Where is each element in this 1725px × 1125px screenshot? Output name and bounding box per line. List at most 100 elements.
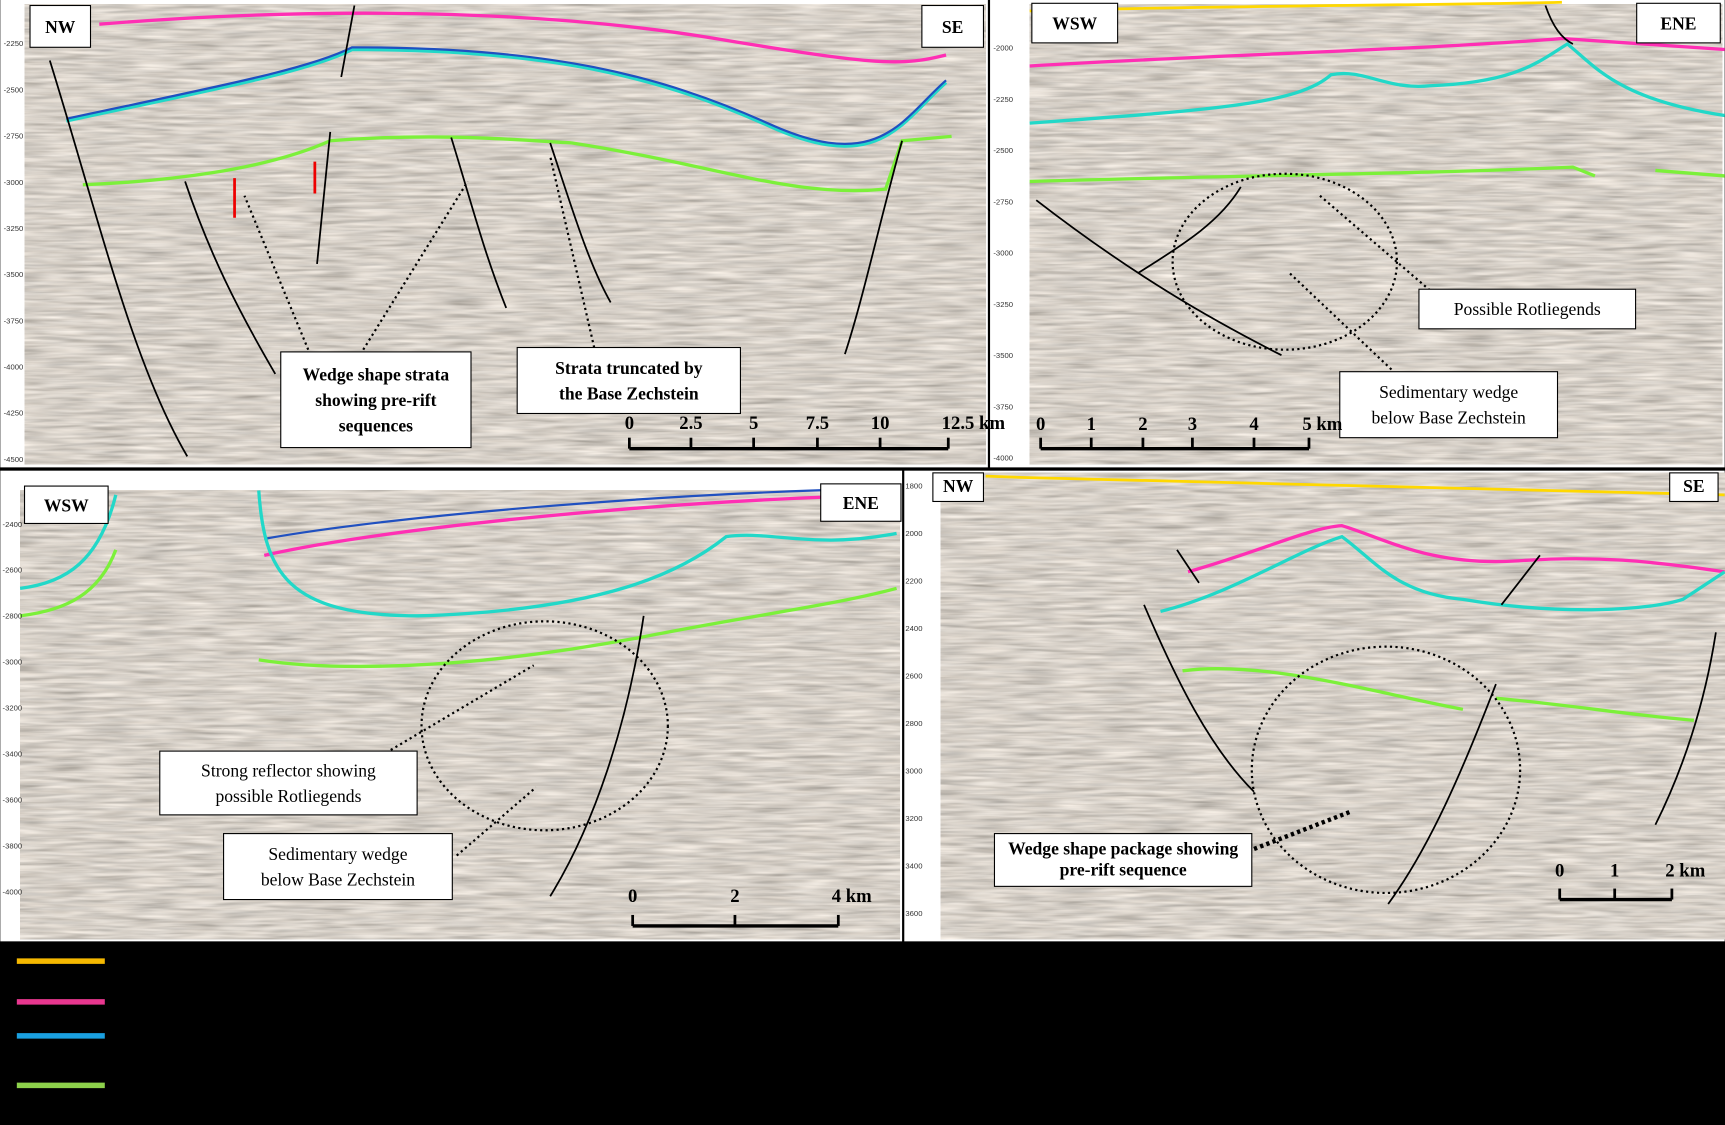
depth-tick-label: -4000 — [3, 888, 23, 897]
pointer — [243, 155, 596, 351]
annotation-text: Possible Rotliegends — [1454, 299, 1601, 319]
orientation-box — [921, 4, 985, 48]
annotation-text: Sedimentary wedge — [1379, 382, 1518, 402]
horizon — [1029, 165, 1725, 184]
fault — [844, 140, 903, 355]
scale-label: 10 — [871, 413, 890, 434]
scale-label: 12.5 km — [942, 413, 1006, 434]
scale-label: 4 — [1249, 414, 1258, 435]
fault — [1143, 549, 1717, 905]
orientation-label: WSW — [1052, 14, 1097, 34]
depth-tick-label: -4500 — [4, 455, 24, 464]
scale-label: 5 — [749, 413, 758, 434]
depth-tick-label: -3400 — [3, 750, 23, 759]
horizon — [66, 46, 947, 145]
fault — [48, 60, 189, 457]
fault — [184, 181, 277, 375]
arrow — [233, 161, 317, 218]
annotation-text: Strong reflector showing — [201, 760, 376, 780]
orientation-box — [29, 4, 92, 48]
orientation-box — [1669, 472, 1719, 503]
panel-4 — [904, 470, 1725, 942]
horizon — [1160, 534, 1725, 614]
orientation-label: SE — [1683, 476, 1705, 496]
depth-tick-label: -2250 — [4, 39, 24, 48]
fault — [549, 142, 612, 303]
annotation-text: pre-rift sequence — [1060, 859, 1187, 879]
orientation-label: ENE — [843, 493, 879, 513]
depth-tick-label: 2200 — [905, 576, 922, 585]
annotation-box — [993, 833, 1253, 887]
horizon — [19, 494, 118, 590]
annotation-text: sequences — [339, 415, 413, 435]
overlay: NW SE -2250 -2500 -2750 -3000 -3250 -3500 -3750 -… — [3, 2, 1721, 928]
orientation-box — [1031, 2, 1119, 44]
horizon — [1029, 41, 1725, 125]
depth-tick-label: -3500 — [993, 351, 1013, 360]
scale-label: 3 — [1188, 414, 1197, 435]
seismic-section — [24, 4, 986, 465]
depth-tick-label: -4250 — [4, 409, 24, 418]
horizon — [1187, 523, 1725, 574]
scale-label: 0 — [625, 413, 634, 434]
depth-tick-label: -3500 — [4, 270, 24, 279]
depth-tick-label: -2600 — [3, 566, 23, 575]
depth-tick-label: -3800 — [3, 842, 23, 851]
depth-tick-label: 2000 — [905, 529, 922, 538]
annotation-box — [223, 833, 453, 901]
circle-marker — [420, 620, 669, 832]
seismic-section — [20, 490, 900, 940]
fault — [316, 131, 332, 265]
depth-tick-label: -3250 — [993, 300, 1013, 309]
depth-tick-label: 3200 — [905, 814, 922, 823]
annotation-text: the Base Zechstein — [559, 383, 699, 403]
fault — [340, 5, 356, 78]
horizon — [65, 47, 948, 148]
depth-tick-label: -2750 — [993, 197, 1013, 206]
annotation-box — [1418, 288, 1637, 330]
scale-label: 2 — [1138, 414, 1147, 435]
orientation-box — [23, 485, 109, 525]
depth-tick-label: 2600 — [905, 671, 922, 680]
horizon — [1029, 36, 1725, 68]
orientation-label: NW — [943, 476, 974, 496]
orientation-box — [820, 483, 902, 522]
pointer — [1288, 194, 1431, 371]
scale-label: 1 — [1610, 860, 1619, 881]
annotation-box — [159, 750, 418, 816]
horizon — [985, 474, 1725, 497]
legend — [16, 958, 105, 1089]
annotation-box — [1339, 371, 1559, 439]
annotation-text: below Base Zechstein — [1372, 408, 1526, 428]
horizon — [19, 549, 118, 618]
orientation-box — [932, 472, 985, 503]
pointer — [1253, 809, 1352, 852]
orientation-label: SE — [942, 17, 964, 37]
scale-label: 2 km — [1665, 860, 1705, 881]
scale-label: 0 — [1036, 414, 1045, 435]
depth-tick-label: 2400 — [905, 624, 922, 633]
horizon — [264, 487, 897, 540]
scale-label: 4 km — [832, 886, 872, 907]
scale-label: 0 — [1555, 860, 1564, 881]
orientation-label: NW — [45, 17, 76, 37]
annotation-text: Sedimentary wedge — [268, 844, 407, 864]
depth-tick-label: -2800 — [3, 612, 23, 621]
depth-tick-label: -2400 — [3, 520, 23, 529]
depth-tick-label: -3000 — [993, 249, 1013, 258]
scale-label: 2.5 — [679, 413, 702, 434]
panel-1 — [0, 0, 988, 468]
annotation-box — [516, 346, 741, 415]
depth-tick-label: -2250 — [993, 95, 1013, 104]
horizon — [257, 490, 897, 618]
annotation-box — [280, 351, 472, 449]
depth-tick-label: -2000 — [993, 44, 1013, 53]
scale-label: 7.5 — [806, 413, 829, 434]
scale-label: 0 — [628, 886, 637, 907]
depth-tick-label: -2500 — [4, 85, 24, 94]
pointer — [390, 664, 537, 857]
scale-label: 1 — [1087, 414, 1096, 435]
depth-tick-label: -2750 — [4, 132, 24, 141]
depth-tick-label: 2800 — [905, 719, 922, 728]
